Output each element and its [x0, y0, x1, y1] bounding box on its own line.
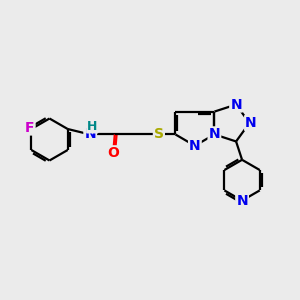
Text: S: S	[154, 128, 164, 141]
Text: N: N	[208, 128, 220, 141]
Text: O: O	[107, 146, 119, 160]
Text: N: N	[236, 194, 248, 208]
Text: H: H	[87, 119, 98, 133]
Text: N: N	[230, 98, 242, 112]
Text: F: F	[25, 121, 34, 134]
Text: N: N	[189, 139, 201, 153]
Text: N: N	[245, 116, 257, 130]
Text: N: N	[84, 128, 96, 141]
